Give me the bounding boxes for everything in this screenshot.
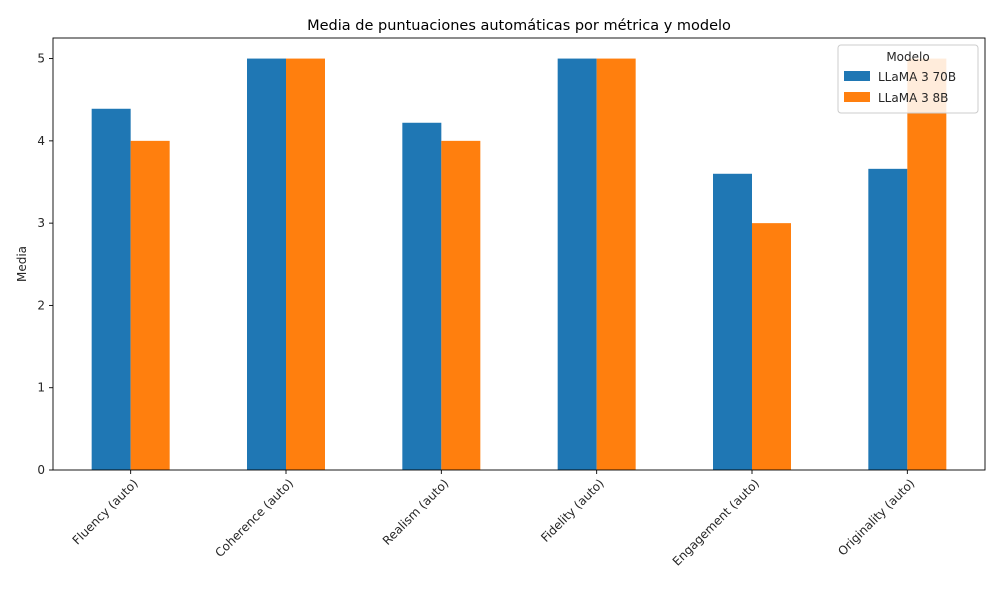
- x-tick-label: Fluency (auto): [70, 476, 141, 547]
- legend-box: [837, 44, 979, 114]
- y-tick-label: 2: [37, 298, 45, 312]
- x-tick-label: Originality (auto): [835, 476, 917, 558]
- chart-title: Media de puntuaciones automáticas por mé…: [307, 18, 731, 34]
- y-tick-label: 1: [37, 381, 45, 395]
- y-tick-label: 5: [37, 52, 45, 66]
- bar-llama-3-8b-3: [596, 58, 636, 470]
- y-tick-label: 3: [37, 216, 45, 230]
- x-tick-label: Coherence (auto): [212, 476, 296, 560]
- bar-llama-3-70b-2: [402, 122, 442, 471]
- bar-llama-3-8b-5: [907, 58, 947, 470]
- bar-llama-3-8b-0: [130, 140, 170, 470]
- legend-entry: LLaMA 3 70B: [878, 70, 956, 84]
- bar-llama-3-8b-1: [286, 58, 325, 470]
- bar-llama-3-70b-0: [91, 108, 131, 470]
- plot-area: 0 1 2 3 4 5 Fluency (auto) Coherence (auto) Real…: [37, 37, 986, 569]
- x-tick-label: Engagement (auto): [670, 476, 762, 568]
- legend-entry: LLaMA 3 8B: [878, 91, 948, 105]
- plot-frame: [52, 37, 986, 471]
- legend-swatch: [844, 92, 870, 102]
- y-tick-label: 4: [37, 134, 45, 148]
- legend-title: Modelo: [886, 50, 929, 64]
- y-tick-label: 0: [37, 463, 45, 477]
- bar-llama-3-70b-1: [247, 58, 286, 470]
- bar-llama-3-70b-3: [557, 58, 597, 470]
- bar-llama-3-70b-4: [713, 173, 752, 470]
- x-tick-label: Realism (auto): [380, 476, 452, 548]
- bar-llama-3-70b-5: [868, 168, 908, 470]
- x-tick-label: Fidelity (auto): [538, 476, 607, 545]
- bar-llama-3-8b-2: [441, 140, 481, 470]
- legend-swatch: [844, 71, 870, 81]
- bar-llama-3-8b-4: [752, 223, 791, 470]
- y-axis-label: Media: [15, 246, 29, 282]
- legend: Modelo LLaMA 3 70B LLaMA 3 8B: [837, 44, 979, 114]
